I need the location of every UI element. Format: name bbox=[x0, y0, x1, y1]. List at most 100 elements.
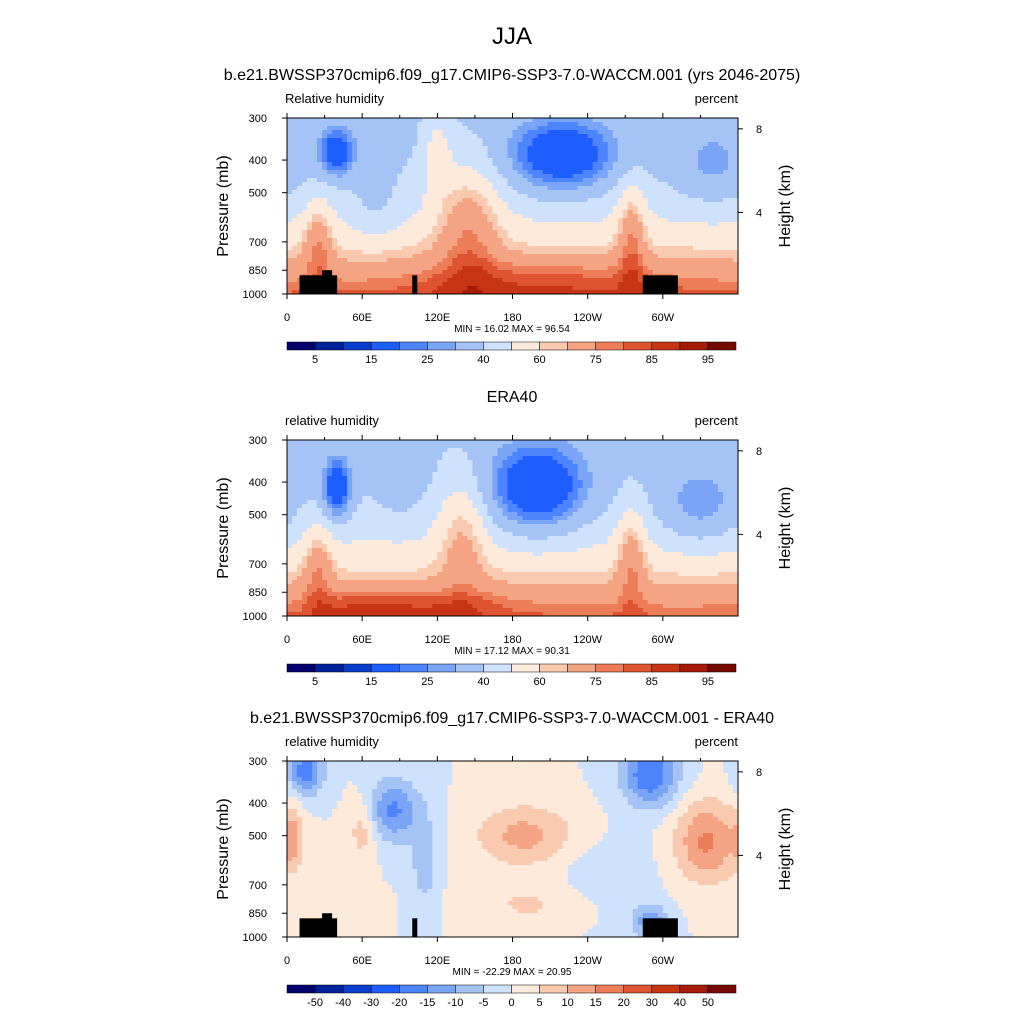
y-tick-label: 850 bbox=[249, 265, 267, 277]
colorbar-swatch bbox=[370, 341, 400, 351]
y-tick-label: 300 bbox=[249, 113, 267, 125]
colorbar-swatch bbox=[427, 341, 456, 351]
colorbar-swatch bbox=[539, 984, 568, 994]
x-tick-label: 0 bbox=[284, 955, 290, 967]
panel-title: ERA40 bbox=[487, 389, 538, 406]
panel-title: b.e21.BWSSP370cmip6.f09_g17.CMIP6-SSP3-7… bbox=[224, 67, 801, 84]
colorbar-swatch bbox=[511, 663, 540, 673]
panel-title: b.e21.BWSSP370cmip6.f09_g17.CMIP6-SSP3-7… bbox=[250, 710, 774, 727]
y-tick-label: 700 bbox=[249, 880, 267, 892]
y-tick-label: 500 bbox=[249, 188, 267, 200]
topography bbox=[299, 913, 678, 937]
variable-label: relative humidity bbox=[285, 413, 379, 428]
colorbar-label: 60 bbox=[533, 676, 545, 688]
colorbar-swatch bbox=[623, 341, 653, 351]
panel-1: b.e21.BWSSP370cmip6.f09_g17.CMIP6-SSP3-7… bbox=[215, 67, 800, 366]
colorbar-label: -40 bbox=[335, 997, 351, 1009]
x-tick-label: 120W bbox=[573, 634, 602, 646]
colorbar-swatch bbox=[539, 341, 568, 351]
y-axis-title: Pressure (mb) bbox=[215, 155, 232, 256]
colorbar-swatch bbox=[342, 341, 372, 351]
colorbar-label: 75 bbox=[590, 676, 602, 688]
colorbar-label: 40 bbox=[674, 997, 686, 1009]
x-tick-label: 60E bbox=[352, 634, 372, 646]
colorbar-swatch bbox=[623, 984, 653, 994]
variable-label: relative humidity bbox=[285, 734, 379, 749]
colorbar-swatch bbox=[483, 984, 512, 994]
colorbar-swatch bbox=[399, 663, 428, 673]
colorbar-label: 20 bbox=[618, 997, 630, 1009]
min-max-text: MIN = 16.02 MAX = 96.54 bbox=[454, 324, 570, 335]
colorbar-swatch bbox=[567, 663, 596, 673]
colorbar-swatch bbox=[707, 663, 737, 673]
x-tick-label: 60W bbox=[652, 955, 675, 967]
x-tick-label: 180 bbox=[503, 312, 521, 324]
colorbar-swatch bbox=[314, 341, 344, 351]
colorbar-swatch bbox=[707, 341, 737, 351]
colorbar-swatch bbox=[511, 984, 540, 994]
colorbar-swatch bbox=[370, 984, 400, 994]
colorbar-swatch bbox=[567, 341, 596, 351]
colorbar-label: 25 bbox=[421, 354, 433, 366]
x-tick-label: 120E bbox=[424, 955, 450, 967]
x-tick-label: 60W bbox=[652, 312, 675, 324]
variable-label: Relative humidity bbox=[285, 91, 384, 106]
colorbar-swatch bbox=[511, 341, 540, 351]
colorbar-label: 40 bbox=[477, 354, 489, 366]
colorbar-label: 95 bbox=[702, 676, 714, 688]
colorbar-swatch bbox=[707, 984, 737, 994]
contour-field bbox=[287, 118, 738, 294]
y-tick-label: 1000 bbox=[243, 289, 267, 301]
colorbar-label: 85 bbox=[646, 354, 658, 366]
colorbar-label: 40 bbox=[477, 676, 489, 688]
colorbar-label: -20 bbox=[391, 997, 407, 1009]
colorbar-swatch bbox=[679, 341, 709, 351]
colorbar-swatch bbox=[679, 663, 709, 673]
colorbar-swatch bbox=[370, 663, 400, 673]
colorbar-label: 25 bbox=[421, 676, 433, 688]
colorbar-swatch bbox=[455, 984, 484, 994]
y-tick-label: 850 bbox=[249, 908, 267, 920]
colorbar-swatch bbox=[427, 663, 456, 673]
colorbar-swatch bbox=[483, 663, 512, 673]
colorbar-swatch bbox=[483, 341, 512, 351]
x-tick-label: 120E bbox=[424, 312, 450, 324]
colorbar-swatch bbox=[595, 663, 624, 673]
colorbar-swatch bbox=[399, 341, 428, 351]
colorbar: 5 15 25 40 60 75 85 95 bbox=[286, 663, 737, 688]
y2-axis-title: Height (km) bbox=[777, 487, 794, 570]
contour-field bbox=[287, 440, 738, 616]
colorbar-swatch bbox=[539, 663, 568, 673]
min-max-text: MIN = -22.29 MAX = 20.95 bbox=[453, 967, 572, 978]
x-tick-label: 0 bbox=[284, 312, 290, 324]
x-tick-label: 180 bbox=[503, 955, 521, 967]
x-tick-label: 60W bbox=[652, 634, 675, 646]
y-tick-label: 400 bbox=[249, 477, 267, 489]
y-tick-label: 300 bbox=[249, 756, 267, 768]
colorbar-swatch bbox=[595, 341, 624, 351]
y-tick-label: 700 bbox=[249, 559, 267, 571]
colorbar-swatch bbox=[314, 663, 344, 673]
colorbar-label: 95 bbox=[702, 354, 714, 366]
y2-tick-label: 4 bbox=[756, 850, 762, 862]
colorbar-label: 75 bbox=[590, 354, 602, 366]
colorbar-label: 5 bbox=[537, 997, 543, 1009]
colorbar-swatch bbox=[286, 341, 316, 351]
colorbar-label: -15 bbox=[419, 997, 435, 1009]
topography bbox=[299, 270, 678, 294]
contour-field bbox=[287, 761, 738, 937]
colorbar-swatch bbox=[679, 984, 709, 994]
colorbar-label: 60 bbox=[533, 354, 545, 366]
y2-axis-title: Height (km) bbox=[777, 808, 794, 891]
colorbar-label: 15 bbox=[365, 676, 377, 688]
y2-tick-label: 4 bbox=[756, 207, 762, 219]
colorbar-label: 50 bbox=[702, 997, 714, 1009]
colorbar-label: 30 bbox=[646, 997, 658, 1009]
colorbar-swatch bbox=[651, 341, 681, 351]
x-tick-label: 120W bbox=[573, 312, 602, 324]
colorbar-swatch bbox=[286, 984, 316, 994]
colorbar-swatch bbox=[567, 984, 596, 994]
colorbar-label: 5 bbox=[312, 676, 318, 688]
